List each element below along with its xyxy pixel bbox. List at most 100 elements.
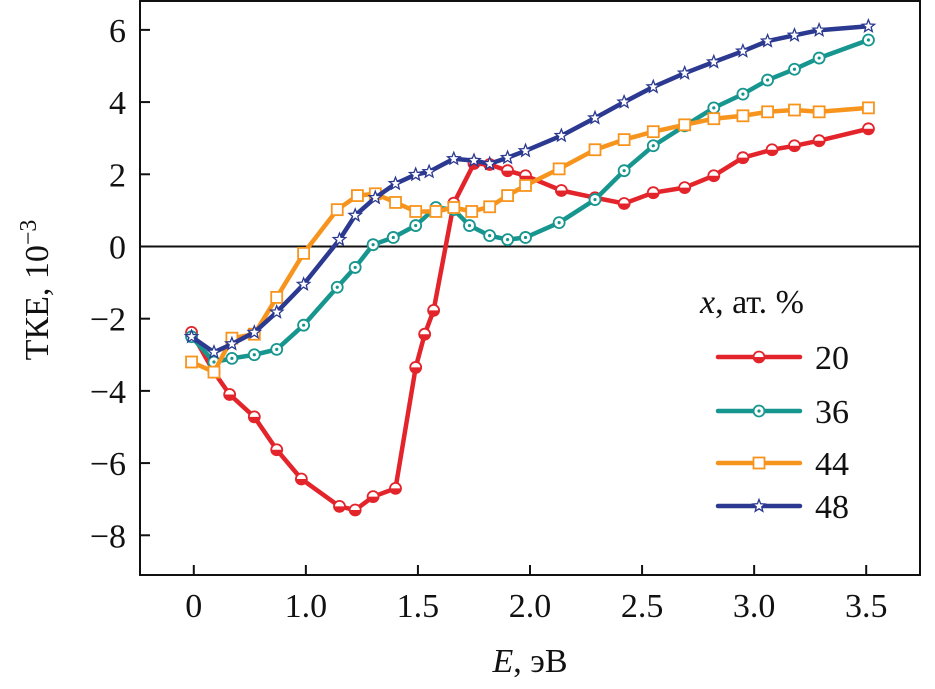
- x-tick-label: 2.5: [621, 588, 664, 625]
- data-point-center: [353, 265, 357, 270]
- data-point: [185, 355, 198, 369]
- data-point-center: [414, 223, 418, 228]
- x-tick-label: 3.0: [733, 588, 776, 625]
- data-point: [270, 290, 284, 304]
- data-point: [646, 125, 660, 139]
- data-point: [645, 78, 662, 94]
- y-tick-label: 0: [109, 229, 126, 266]
- data-point: [860, 18, 877, 33]
- data-point: [331, 231, 348, 247]
- data-point: [465, 205, 479, 218]
- data-point: [466, 152, 482, 168]
- x-tick-label: 1.0: [285, 588, 328, 625]
- data-point-center: [371, 243, 375, 247]
- data-point: [736, 109, 750, 123]
- data-point: [407, 166, 424, 182]
- data-point-center: [523, 235, 528, 240]
- y-axis-label: ТКЕ, 10−3: [16, 220, 56, 361]
- data-point: [678, 118, 692, 132]
- data-point-center: [593, 197, 597, 202]
- data-point: [351, 189, 364, 202]
- data-point: [183, 328, 200, 344]
- data-point-half: [753, 357, 765, 363]
- y-tick-label: 6: [109, 13, 126, 50]
- data-point-center: [712, 106, 716, 110]
- data-point: [707, 112, 721, 126]
- data-point-center: [651, 144, 655, 148]
- data-point: [553, 127, 570, 143]
- series-48: [183, 18, 877, 359]
- data-point: [246, 324, 263, 340]
- data-point: [705, 53, 722, 69]
- x-tick-label: 3.5: [845, 588, 888, 625]
- y-tick-label: 2: [109, 157, 126, 194]
- data-point: [552, 162, 566, 176]
- data-point-center: [757, 409, 761, 413]
- data-point-half: [679, 187, 691, 194]
- data-point-half: [419, 334, 431, 340]
- data-point-center: [765, 78, 770, 82]
- data-point-half: [766, 149, 778, 156]
- data-point: [786, 27, 803, 43]
- data-point: [387, 175, 404, 191]
- y-tick-label: −6: [90, 446, 126, 483]
- y-tick-label: −2: [90, 302, 126, 339]
- data-point-half: [367, 496, 379, 503]
- data-point-center: [866, 38, 871, 42]
- data-point-half: [224, 394, 236, 400]
- data-point: [483, 200, 497, 214]
- data-point: [409, 205, 423, 218]
- data-point-center: [230, 356, 234, 360]
- data-point-center: [488, 234, 492, 238]
- data-point-center: [335, 285, 339, 289]
- data-point: [421, 163, 438, 179]
- data-point: [297, 246, 311, 260]
- data-point: [206, 344, 222, 359]
- data-point: [587, 109, 603, 125]
- data-point: [499, 149, 516, 165]
- data-point: [862, 101, 875, 115]
- data-point-half: [271, 449, 283, 456]
- data-point: [481, 155, 498, 171]
- data-point: [517, 142, 534, 158]
- data-point-center: [467, 223, 472, 228]
- data-point-center: [622, 169, 626, 173]
- data-point-center: [505, 238, 510, 242]
- data-point-half: [708, 175, 720, 182]
- series-line-44: [189, 105, 871, 375]
- data-point-center: [391, 235, 395, 240]
- data-point-center: [212, 360, 216, 364]
- data-point-center: [302, 323, 306, 327]
- data-point-center: [741, 92, 745, 96]
- data-point: [759, 32, 776, 48]
- data-point-half: [862, 128, 874, 135]
- data-point-center: [275, 347, 279, 351]
- data-point-half: [349, 510, 361, 516]
- data-point-half: [618, 203, 630, 210]
- data-point: [347, 207, 364, 223]
- legend-title: x, ат. %: [699, 284, 804, 321]
- series-line-48: [189, 24, 871, 355]
- data-point: [367, 189, 384, 205]
- data-point-center: [557, 221, 561, 225]
- data-point: [447, 201, 461, 214]
- data-point: [761, 105, 774, 119]
- legend-label-36: 36: [815, 394, 849, 431]
- data-point: [330, 203, 344, 217]
- x-tick-label: 0: [185, 588, 202, 625]
- data-point-center: [252, 353, 256, 357]
- x-tick-label: 2.0: [509, 588, 552, 625]
- legend-label-44: 44: [815, 446, 849, 483]
- data-point-half: [502, 170, 514, 177]
- data-point: [734, 42, 751, 58]
- series-line-36: [189, 37, 871, 365]
- data-point-half: [410, 367, 422, 373]
- data-point-half: [428, 310, 440, 316]
- data-point: [295, 276, 312, 292]
- data-point: [616, 93, 633, 109]
- data-point: [268, 303, 285, 319]
- data-point: [445, 150, 462, 166]
- data-point: [617, 133, 631, 147]
- data-point-half: [737, 157, 749, 164]
